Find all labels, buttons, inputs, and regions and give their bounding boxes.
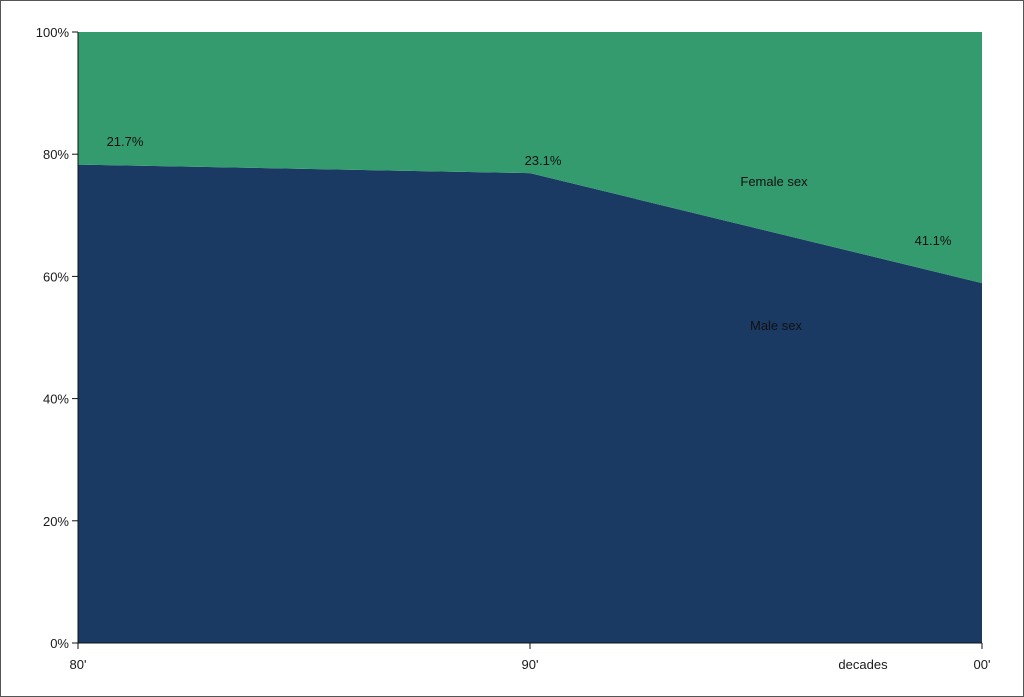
y-tick-label: 0% <box>50 636 69 651</box>
y-tick-label: 40% <box>43 392 69 407</box>
data-label-90s: 23.1% <box>525 153 562 168</box>
area-layer <box>78 32 982 643</box>
x-tick-label: 00' <box>974 657 991 672</box>
area-male-sex <box>78 164 982 643</box>
data-label-80s: 21.7% <box>107 134 144 149</box>
x-tick-label: 80' <box>70 657 87 672</box>
x-tick-label: 90' <box>522 657 539 672</box>
data-label-00s: 41.1% <box>915 233 952 248</box>
axes-layer: 0% 20% 40% 60% 80% 100% 80' 90' 00' <box>36 25 991 672</box>
y-tick-label: 20% <box>43 514 69 529</box>
y-tick-label: 60% <box>43 269 69 284</box>
x-axis-title: decades <box>838 657 888 672</box>
y-axis-ticks: 0% 20% 40% 60% 80% 100% <box>36 25 78 651</box>
y-tick-label: 80% <box>43 147 69 162</box>
x-axis-ticks: 80' 90' 00' <box>70 643 991 672</box>
y-tick-label: 100% <box>36 25 70 40</box>
label-layer: decades Female sex Male sex 21.7% 23.1% … <box>107 134 952 672</box>
series-label-female: Female sex <box>740 174 808 189</box>
series-label-male: Male sex <box>750 318 803 333</box>
area-female-sex <box>78 32 982 284</box>
